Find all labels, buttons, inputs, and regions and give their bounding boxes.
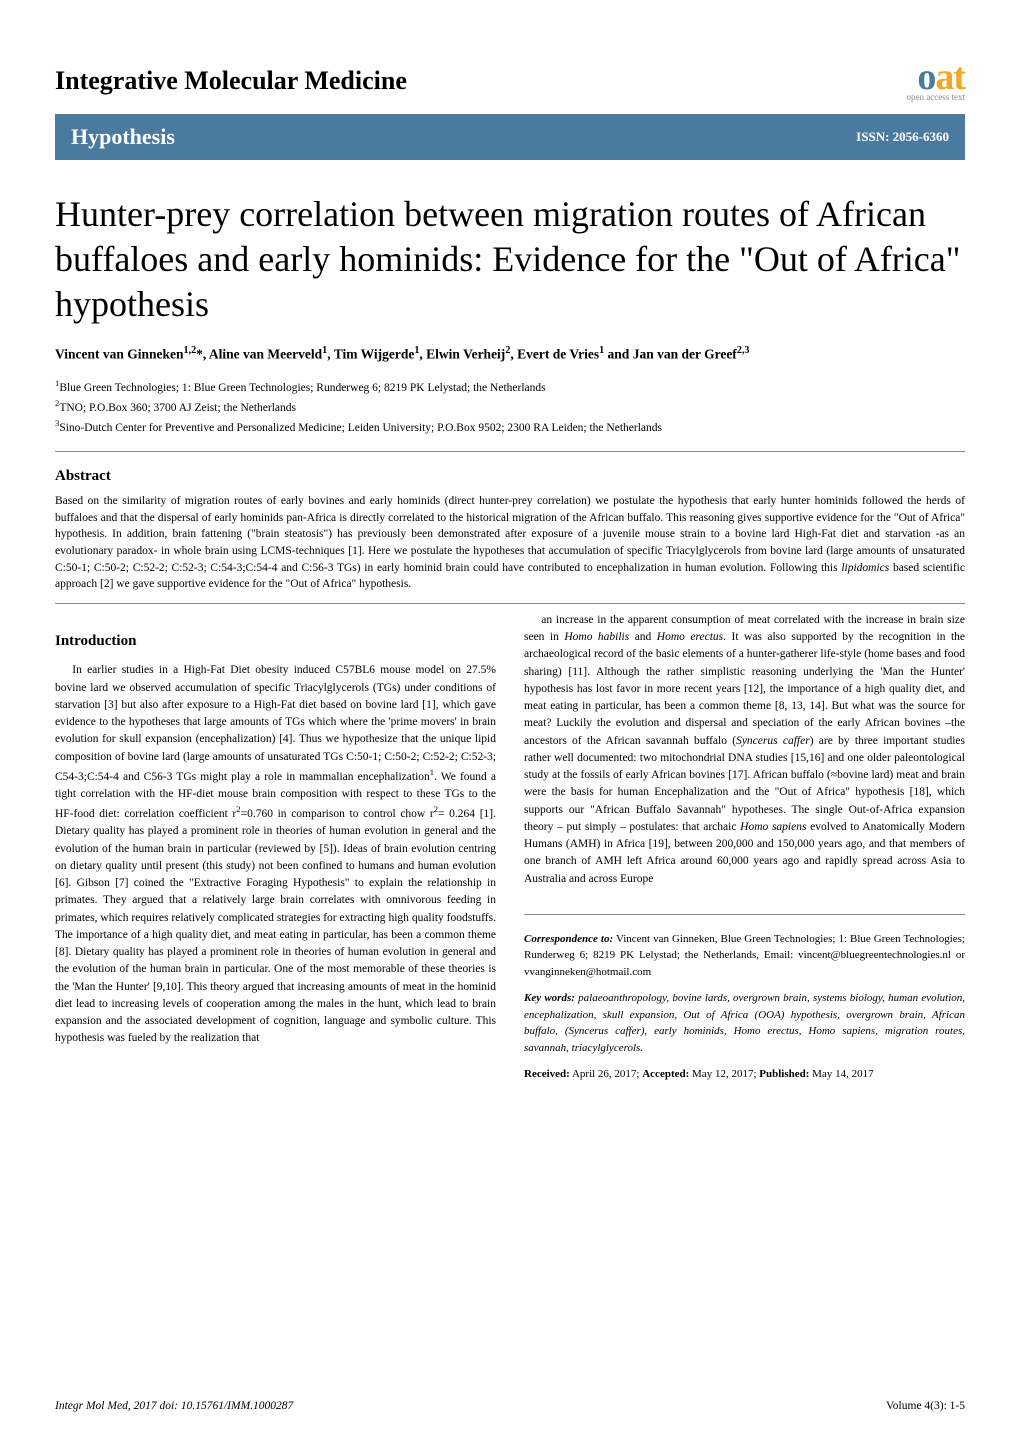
article-title: Hunter-prey correlation between migratio…: [55, 192, 965, 327]
intro-heading: Introduction: [55, 630, 496, 653]
logo-text: oat: [917, 60, 965, 94]
keywords-text: Key words: palaeoanthropology, bovine la…: [524, 990, 965, 1056]
correspondence-block: Correspondence to: Vincent van Ginneken,…: [524, 914, 965, 1083]
intro-paragraph-1: In earlier studies in a High-Fat Diet ob…: [55, 662, 496, 1047]
intro-paragraph-2: an increase in the apparent consumption …: [524, 612, 965, 888]
issn-label: ISSN: 2056-6360: [856, 129, 949, 145]
affiliations: 1Blue Green Technologies; 1: Blue Green …: [55, 377, 965, 437]
divider: [55, 451, 965, 452]
publisher-logo: oat open access text: [907, 60, 965, 102]
correspondence-text: Correspondence to: Vincent van Ginneken,…: [524, 931, 965, 981]
column-right: an increase in the apparent consumption …: [524, 612, 965, 1093]
abstract-text: Based on the similarity of migration rou…: [55, 493, 965, 593]
divider: [55, 603, 965, 604]
page-footer: Integr Mol Med, 2017 doi: 10.15761/IMM.1…: [55, 1400, 965, 1412]
article-type: Hypothesis: [71, 124, 175, 150]
authors-line: Vincent van Ginneken1,2*, Aline van Meer…: [55, 345, 965, 363]
header-row: Integrative Molecular Medicine oat open …: [55, 60, 965, 102]
footer-page-number: Volume 4(3): 1-5: [886, 1400, 965, 1412]
abstract-heading: Abstract: [55, 468, 965, 485]
body-columns: Introduction In earlier studies in a Hig…: [55, 612, 965, 1093]
divider: [524, 914, 965, 915]
affiliation-3: 3Sino-Dutch Center for Preventive and Pe…: [55, 417, 965, 437]
column-left: Introduction In earlier studies in a Hig…: [55, 612, 496, 1093]
logo-subtitle: open access text: [907, 92, 965, 102]
affiliation-2: 2TNO; P.O.Box 360; 3700 AJ Zeist; the Ne…: [55, 397, 965, 417]
journal-name: Integrative Molecular Medicine: [55, 66, 407, 96]
footer-citation: Integr Mol Med, 2017 doi: 10.15761/IMM.1…: [55, 1400, 293, 1412]
affiliation-1: 1Blue Green Technologies; 1: Blue Green …: [55, 377, 965, 397]
category-band: Hypothesis ISSN: 2056-6360: [55, 114, 965, 160]
dates-text: Received: April 26, 2017; Accepted: May …: [524, 1066, 965, 1083]
